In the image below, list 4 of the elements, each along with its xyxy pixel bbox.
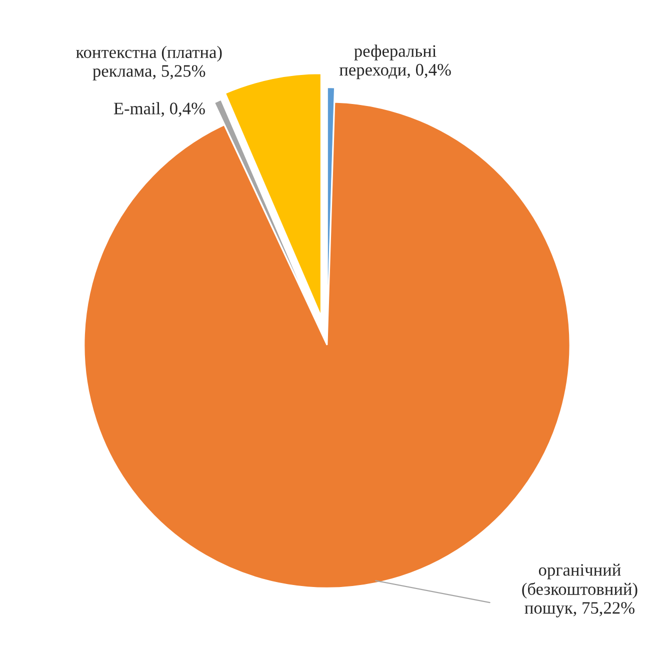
slice-label: E-mail, 0,4% bbox=[114, 102, 205, 117]
slice-label: органічний (безкоштовний) пошук, 75,22% bbox=[522, 564, 638, 618]
slice-label: реферальні переходи, 0,4% bbox=[339, 44, 451, 80]
slice-label: контекстна (платна) реклама, 5,25% bbox=[76, 46, 222, 80]
